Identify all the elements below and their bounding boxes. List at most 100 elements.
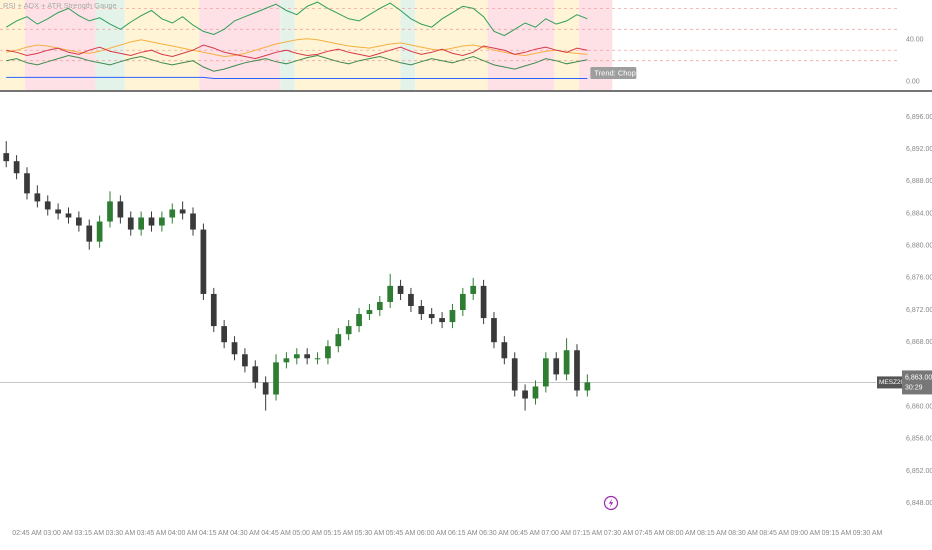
y-tick-label: 6,880.00 [906,243,932,250]
candle-body [366,310,373,315]
candle-body [169,209,176,218]
event-icon [603,495,619,511]
indicator-line [6,44,588,60]
y-tick-label: 6,872.00 [906,307,932,314]
y-tick-label: 6,876.00 [906,275,932,282]
candle-body [117,201,124,218]
price-label: 6,863.00 [905,374,932,381]
x-tick-label: 02:45 AM [12,530,42,537]
candle-body [314,358,321,360]
x-tick-label: 05:45 AM [386,530,416,537]
status-badge [590,67,637,79]
candle-body [44,201,51,210]
indicator-line [6,54,588,72]
band [199,0,281,90]
band [487,0,555,90]
candle-body [325,346,331,359]
x-tick-label: 08:30 AM [728,530,758,537]
status-label: Trend: Chop [594,68,635,77]
candle-body [511,358,518,391]
x-tick-label: 06:00 AM [417,530,447,537]
symbol-tag [877,376,902,389]
candle-body [55,209,61,214]
indicator-line [6,76,588,79]
indicator-line [6,38,588,58]
x-tick-label: 03:30 AM [106,530,136,537]
candle-body [179,209,186,214]
price-tag [902,370,932,395]
x-tick-label: 09:15 AM [822,530,852,537]
candle-body [200,229,207,294]
candle-body [356,314,362,327]
candle-body [242,354,248,367]
y-tick-label: 6,896.00 [906,114,932,121]
candle-body [76,217,82,226]
candle-body [107,201,113,222]
candle-body [210,293,217,327]
x-tick-label: 05:00 AM [292,530,322,537]
candle-body [408,293,414,306]
candle-body [480,285,487,319]
indicator-title: RSI + ADX + ATR Strength Gauge [3,1,117,10]
x-tick-label: 09:30 AM [853,530,883,537]
candle-body [231,342,238,355]
x-tick-label: 06:15 AM [448,530,478,537]
candle-body [428,314,435,319]
y-tick-label: 6,884.00 [906,210,932,217]
symbol-label: MESZ2025 [879,379,912,386]
candle-body [148,217,155,226]
x-tick-label: 06:45 AM [510,530,540,537]
candle-body [252,366,259,383]
candle-body [273,362,279,395]
x-tick-label: 05:30 AM [355,530,385,537]
candle-body [563,350,570,375]
y-tick-label: 6,852.00 [906,468,932,475]
x-tick-label: 09:00 AM [790,530,820,537]
candle-body [459,293,466,311]
candle-body [345,326,352,335]
y-tick-label: 6,888.00 [906,178,932,185]
candle-body [470,285,477,294]
candle-body [387,285,394,302]
candle-body [293,354,300,359]
x-tick-label: 07:00 AM [541,530,571,537]
candle-body [262,382,269,395]
candle-body [138,217,144,230]
y-tick-label: 6,848.00 [906,500,932,507]
x-tick-label: 08:45 AM [759,530,789,537]
candle-body [96,221,103,242]
candle-body [501,342,508,359]
candle-body [190,213,196,230]
x-tick-label: 07:30 AM [604,530,634,537]
x-tick-label: 06:30 AM [479,530,509,537]
y-tick-label: 6,860.00 [906,403,932,410]
y-tick-label: 40.00 [906,37,924,44]
x-tick-label: 03:00 AM [43,530,73,537]
y-tick-label: 6,868.00 [906,339,932,346]
x-tick-label: 04:00 AM [168,530,198,537]
band [400,0,416,90]
band [0,0,25,90]
candle-body [65,213,72,218]
candle-body [221,326,228,343]
candle-body [439,318,445,323]
candle-body [522,390,528,399]
x-tick-label: 07:15 AM [573,530,603,537]
x-tick-label: 04:45 AM [261,530,291,537]
candle-body [24,173,30,194]
y-tick-label: 6,856.00 [906,436,932,443]
band [554,0,580,90]
candle-body [574,350,580,391]
candle-body [86,225,93,242]
candle-body [34,193,41,202]
candle-body [283,358,290,363]
candle-body [542,358,549,387]
candle-body [449,310,456,323]
x-tick-label: 04:30 AM [230,530,260,537]
candle-body [3,153,10,162]
y-tick-label: 0.00 [906,78,920,85]
candle-body [13,161,20,174]
candle-body [335,334,342,347]
